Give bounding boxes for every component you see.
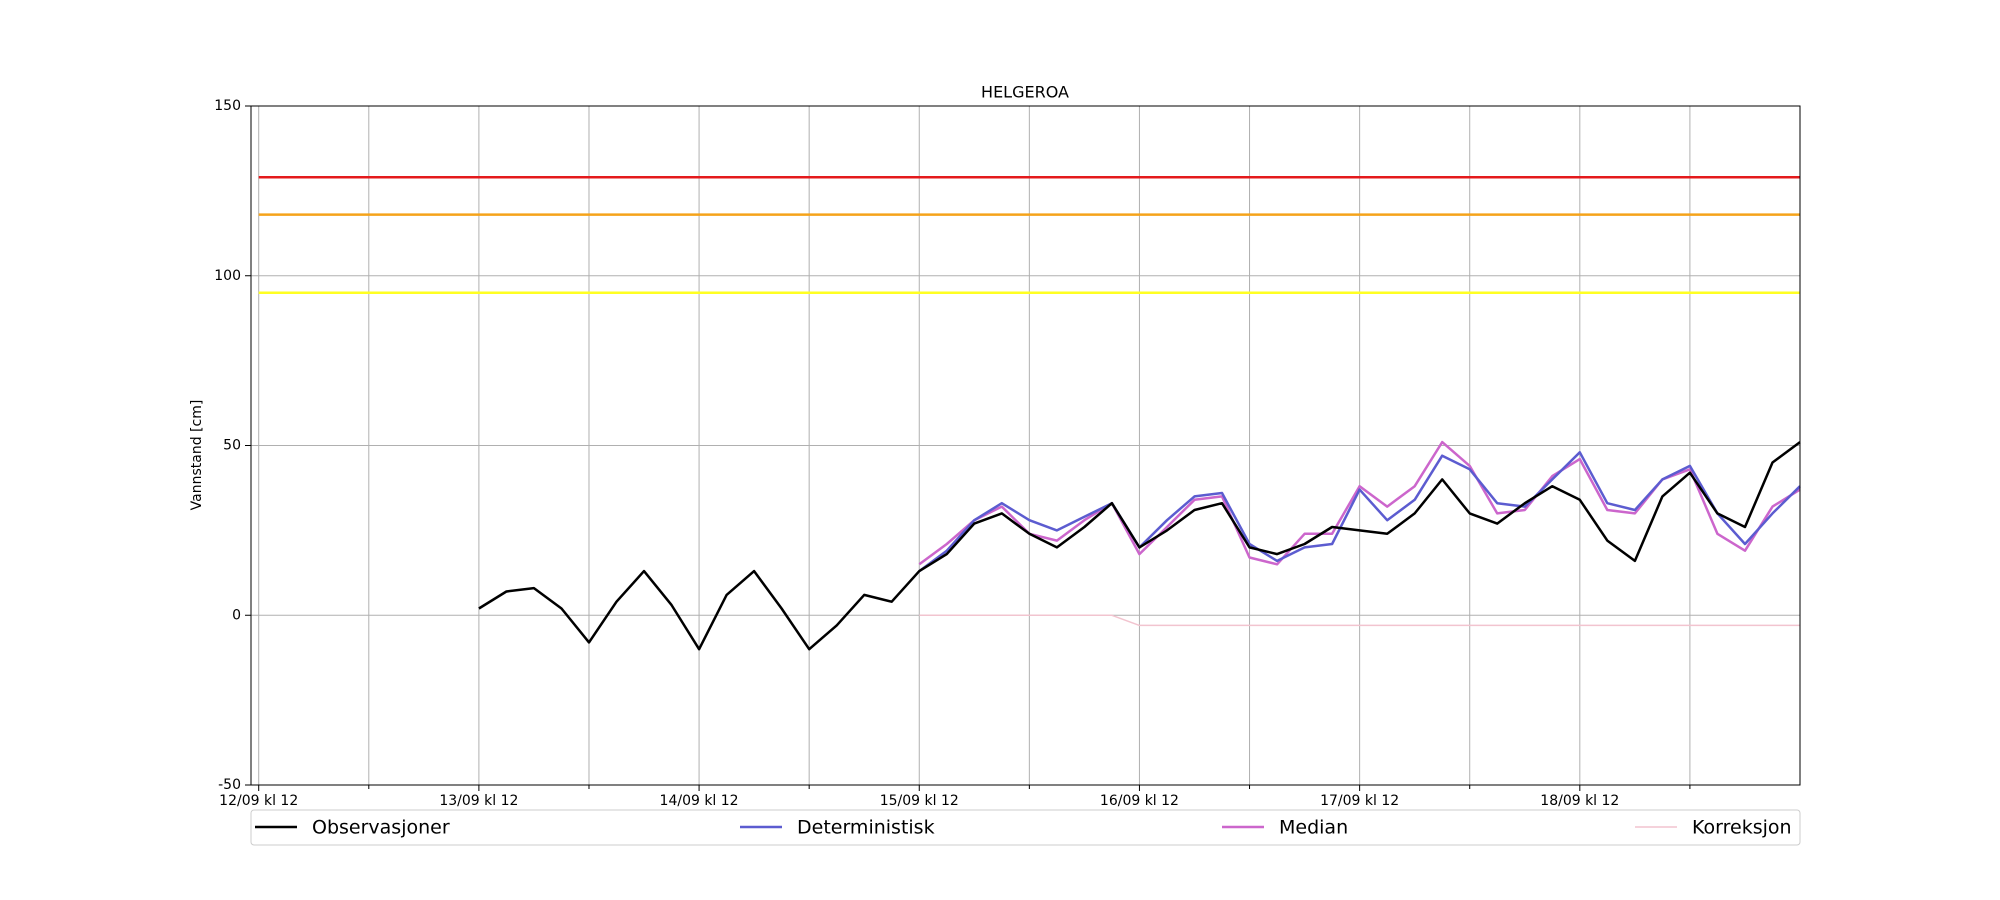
series-line [919, 614, 1800, 627]
y-tick-label: 50 [223, 438, 241, 454]
legend-label: Korreksjon [1692, 817, 1792, 839]
series-line [918, 451, 1801, 573]
plot-frame [250, 105, 1801, 786]
legend-label: Deterministisk [797, 817, 935, 839]
y-tick-label: 0 [232, 607, 241, 623]
y-tick-label: -50 [218, 777, 241, 793]
x-tick-label: 18/09 kl 12 [1540, 793, 1619, 809]
y-tick-label: 150 [214, 98, 241, 114]
y-axis-label: Vannstand [cm] [189, 400, 205, 511]
legend-label: Median [1279, 817, 1348, 839]
chart-title: HELGEROA [981, 83, 1069, 102]
x-tick-label: 13/09 kl 12 [439, 793, 518, 809]
series-line [478, 441, 1801, 651]
x-tick-label: 12/09 kl 12 [219, 793, 298, 809]
legend-label: Observasjoner [312, 817, 450, 839]
x-tick-label: 16/09 kl 12 [1100, 793, 1179, 809]
x-tick-label: 17/09 kl 12 [1320, 793, 1399, 809]
x-tick-label: 15/09 kl 12 [880, 793, 959, 809]
legend-box [250, 809, 1801, 846]
x-tick-label: 14/09 kl 12 [660, 793, 739, 809]
y-tick-label: 100 [214, 268, 241, 284]
